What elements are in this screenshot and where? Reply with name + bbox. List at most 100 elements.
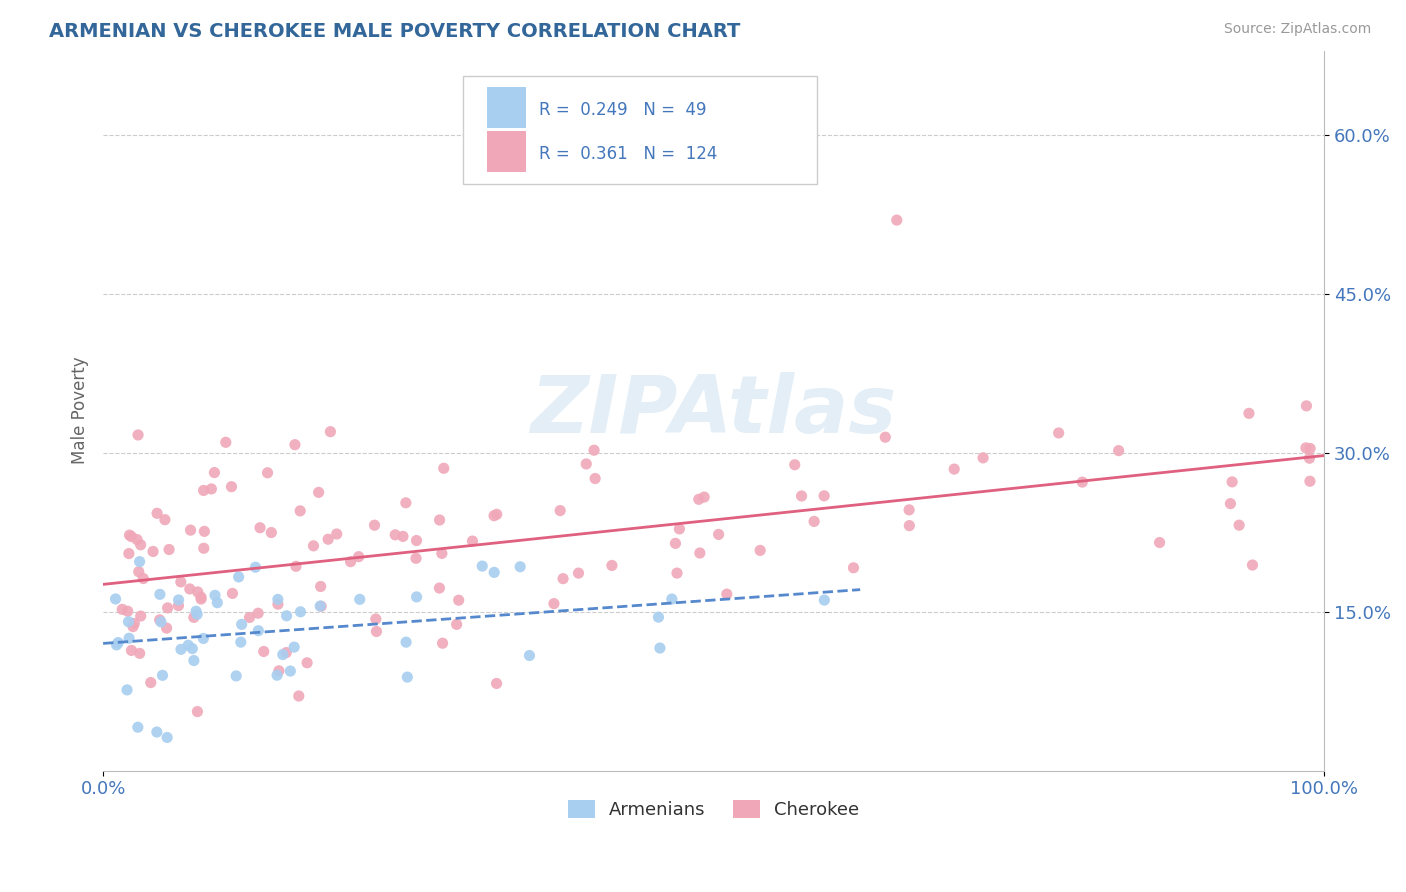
Point (693, 490, 716, 504)
Point (260, 525, 283, 540)
Point (716, 587, 738, 601)
Point (146, 725, 169, 739)
Point (583, 471, 606, 485)
Point (193, 524, 215, 539)
Point (551, 572, 574, 586)
Point (266, 668, 288, 682)
Point (118, 528, 141, 542)
Point (519, 648, 541, 663)
Point (366, 624, 388, 639)
Point (247, 624, 270, 638)
Point (128, 646, 150, 660)
Point (177, 638, 200, 652)
Point (1237, 406, 1260, 420)
Point (167, 593, 190, 607)
Point (790, 489, 813, 503)
Point (276, 608, 298, 623)
Point (107, 635, 129, 649)
Point (1241, 558, 1264, 572)
Point (184, 604, 207, 618)
Point (170, 574, 193, 589)
Point (363, 518, 385, 533)
Text: R =  0.249   N =  49: R = 0.249 N = 49 (538, 101, 707, 119)
Point (156, 621, 179, 635)
Point (127, 428, 149, 442)
Point (180, 523, 202, 537)
Point (285, 559, 308, 574)
Point (157, 542, 180, 557)
Point (186, 607, 208, 622)
Point (647, 610, 669, 624)
Point (284, 438, 307, 452)
Point (225, 669, 247, 683)
Point (316, 533, 339, 547)
Point (898, 503, 921, 517)
Point (132, 572, 155, 586)
Point (229, 635, 252, 649)
Point (482, 566, 505, 580)
Point (302, 539, 325, 553)
Point (215, 435, 238, 450)
Point (149, 587, 172, 601)
Point (396, 670, 419, 684)
Point (118, 547, 141, 561)
Point (433, 461, 456, 475)
Point (249, 521, 271, 535)
Point (309, 599, 332, 614)
Point (183, 654, 205, 668)
FancyBboxPatch shape (486, 131, 526, 172)
Point (567, 566, 589, 581)
Point (429, 581, 451, 595)
Point (447, 593, 470, 607)
Point (105, 638, 128, 652)
Point (221, 586, 243, 600)
Point (339, 555, 361, 569)
Point (707, 527, 730, 541)
Point (749, 543, 772, 558)
Legend: Armenians, Cherokee: Armenians, Cherokee (561, 793, 866, 827)
Point (395, 496, 418, 510)
Point (600, 558, 623, 573)
Point (405, 551, 427, 566)
Point (283, 640, 305, 654)
Point (118, 632, 141, 646)
Point (231, 617, 253, 632)
Point (186, 705, 208, 719)
Point (392, 529, 415, 543)
Point (813, 489, 835, 503)
Point (156, 731, 179, 745)
Point (120, 530, 142, 544)
Point (193, 483, 215, 498)
Point (267, 597, 290, 611)
Point (943, 462, 966, 476)
Point (446, 617, 468, 632)
Point (1047, 425, 1070, 440)
Y-axis label: Male Poverty: Male Poverty (72, 357, 89, 465)
Point (349, 592, 371, 607)
Point (276, 646, 298, 660)
Point (190, 592, 212, 607)
Point (1227, 518, 1250, 533)
Point (187, 585, 209, 599)
Point (575, 457, 598, 471)
Point (509, 559, 531, 574)
Point (200, 482, 222, 496)
Point (648, 641, 671, 656)
Point (127, 720, 149, 734)
FancyBboxPatch shape (464, 76, 817, 184)
Point (207, 596, 229, 610)
Text: ZIPAtlas: ZIPAtlas (530, 372, 897, 450)
Text: ARMENIAN VS CHEROKEE MALE POVERTY CORRELATION CHART: ARMENIAN VS CHEROKEE MALE POVERTY CORREL… (49, 22, 741, 41)
Point (461, 534, 484, 549)
Point (267, 592, 290, 607)
Point (170, 642, 193, 657)
Point (471, 559, 494, 574)
Point (256, 466, 278, 480)
Point (1108, 443, 1130, 458)
Point (1295, 399, 1317, 413)
Point (1220, 475, 1243, 489)
Point (583, 443, 606, 458)
Point (139, 675, 162, 690)
Point (104, 591, 127, 606)
Point (661, 592, 683, 607)
